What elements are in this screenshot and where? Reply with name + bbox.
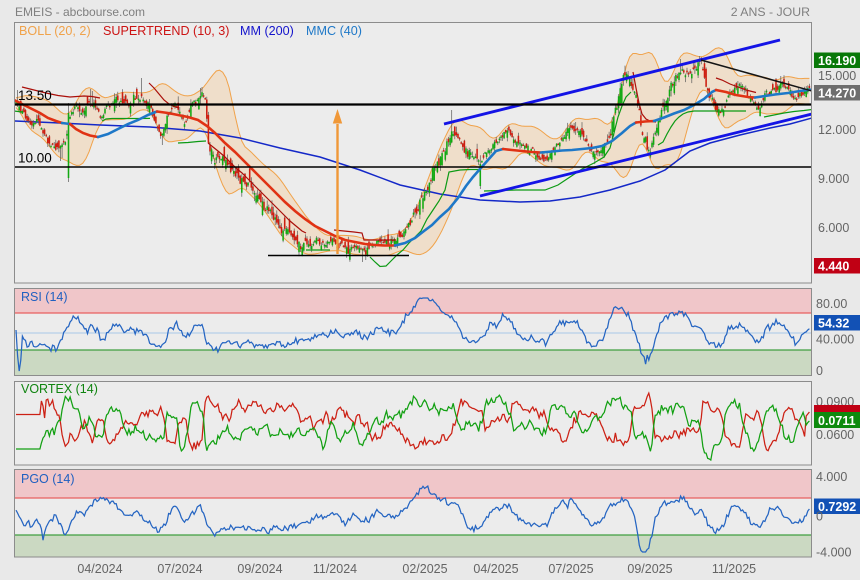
- svg-text:07/2024: 07/2024: [157, 562, 202, 576]
- svg-text:04/2025: 04/2025: [473, 562, 518, 576]
- svg-text:VORTEX (14): VORTEX (14): [21, 382, 98, 396]
- svg-text:12.000: 12.000: [818, 123, 856, 137]
- svg-text:PGO (14): PGO (14): [21, 472, 75, 486]
- svg-text:10.00: 10.00: [18, 151, 52, 166]
- svg-text:0: 0: [816, 364, 823, 378]
- svg-text:13.50: 13.50: [18, 88, 52, 103]
- svg-text:11/2025: 11/2025: [712, 562, 756, 576]
- svg-text:09/2025: 09/2025: [627, 562, 672, 576]
- svg-text:2 ANS - JOUR: 2 ANS - JOUR: [731, 5, 810, 19]
- svg-text:EMEIS - abcbourse.com: EMEIS - abcbourse.com: [15, 5, 145, 19]
- svg-text:0.0711: 0.0711: [818, 414, 856, 428]
- svg-text:RSI (14): RSI (14): [21, 290, 68, 304]
- svg-text:9.000: 9.000: [818, 172, 849, 186]
- svg-text:04/2024: 04/2024: [77, 562, 122, 576]
- svg-text:SUPERTREND (10, 3): SUPERTREND (10, 3): [103, 24, 229, 38]
- svg-text:MMC (40): MMC (40): [306, 24, 362, 38]
- svg-text:11/2024: 11/2024: [313, 562, 357, 576]
- svg-text:BOLL (20, 2): BOLL (20, 2): [19, 24, 91, 38]
- svg-text:0.0600: 0.0600: [816, 428, 854, 442]
- svg-text:0.7292: 0.7292: [818, 500, 856, 514]
- svg-text:0: 0: [816, 510, 823, 524]
- svg-text:40.000: 40.000: [816, 333, 854, 347]
- svg-text:14.270: 14.270: [818, 87, 856, 101]
- svg-text:6.000: 6.000: [818, 221, 849, 235]
- svg-text:4.440: 4.440: [818, 260, 849, 274]
- svg-text:MM (200): MM (200): [240, 24, 294, 38]
- svg-text:-4.000: -4.000: [816, 546, 851, 560]
- svg-text:4.000: 4.000: [816, 470, 847, 484]
- svg-text:80.00: 80.00: [816, 297, 847, 311]
- svg-text:16.190: 16.190: [818, 54, 856, 68]
- svg-text:54.32: 54.32: [818, 317, 849, 331]
- svg-text:02/2025: 02/2025: [402, 562, 447, 576]
- svg-text:15.000: 15.000: [818, 69, 856, 83]
- svg-text:07/2025: 07/2025: [548, 562, 593, 576]
- svg-text:09/2024: 09/2024: [237, 562, 282, 576]
